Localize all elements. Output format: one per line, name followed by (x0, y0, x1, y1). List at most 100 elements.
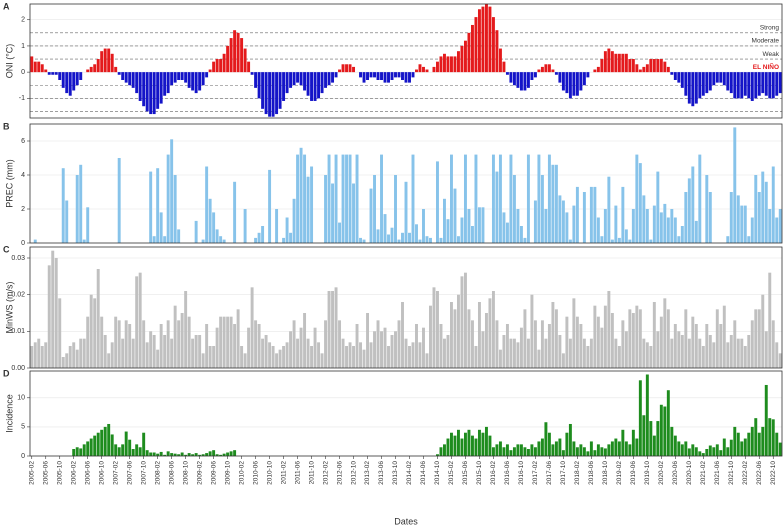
bar (554, 164, 558, 243)
bar (75, 72, 79, 86)
bar (65, 72, 69, 94)
bar (107, 353, 111, 368)
bar (652, 435, 656, 456)
bar (303, 154, 307, 243)
bar (47, 265, 51, 368)
bar (261, 226, 265, 243)
bar (121, 444, 125, 456)
bar (736, 432, 740, 456)
bar (673, 72, 677, 80)
bar (484, 426, 488, 456)
bar (694, 447, 698, 456)
bar (540, 438, 544, 456)
x-tick-label: 2010-06 (252, 461, 259, 485)
bar (299, 147, 303, 243)
bar (394, 72, 397, 78)
bar (383, 72, 387, 83)
bar (404, 338, 408, 368)
bar (694, 72, 698, 104)
bar (617, 237, 621, 243)
x-tick-label: 2019-10 (644, 461, 651, 485)
bar (631, 429, 635, 456)
bar (684, 309, 688, 368)
bar (373, 331, 376, 368)
bar (509, 450, 513, 456)
bar (450, 154, 453, 243)
bar (579, 324, 583, 368)
bar (750, 72, 754, 101)
bar (460, 45, 464, 73)
bar (740, 338, 744, 368)
bar (589, 338, 593, 368)
bar (705, 175, 709, 243)
bar (432, 66, 436, 73)
bar (621, 53, 625, 73)
bar (89, 66, 93, 73)
bar (348, 154, 352, 243)
bar (303, 313, 307, 368)
bar (572, 298, 576, 368)
bar (429, 305, 432, 368)
bar (596, 316, 600, 368)
bar (523, 447, 527, 456)
y-axis-label: PREC (mm) (4, 159, 14, 208)
bar (778, 442, 782, 456)
bar (40, 64, 44, 73)
bar (771, 320, 775, 368)
bar (698, 72, 702, 99)
bar (554, 441, 558, 456)
bar (579, 72, 583, 91)
bar (663, 298, 667, 368)
x-tick-label: 2013-02 (364, 461, 371, 485)
bar (729, 192, 733, 243)
bar (603, 448, 607, 456)
bar (551, 69, 555, 73)
bar (603, 209, 607, 243)
bar (568, 72, 572, 99)
bar (600, 236, 604, 243)
bar (268, 72, 272, 117)
bar (495, 171, 499, 243)
bar (156, 72, 160, 109)
x-tick-label: 2007-02 (112, 461, 119, 485)
bar (456, 236, 460, 243)
bar (436, 454, 439, 456)
bar (30, 346, 34, 368)
bar (677, 236, 681, 243)
bar (614, 205, 618, 243)
bar (124, 431, 128, 456)
bar (58, 298, 62, 368)
plot-border (29, 246, 783, 369)
bar (600, 59, 604, 73)
bar (757, 432, 761, 456)
bar (219, 454, 223, 456)
bar (764, 181, 768, 243)
bar (411, 342, 415, 368)
bar (561, 353, 565, 368)
bar (467, 309, 471, 368)
bar (533, 447, 537, 456)
bar (733, 426, 737, 456)
bar (635, 64, 639, 73)
bar (159, 451, 163, 456)
bar (596, 444, 600, 456)
bar (495, 444, 499, 456)
bar (243, 209, 247, 243)
bar (79, 448, 83, 456)
y-tick-label: 6 (21, 138, 25, 145)
bar (705, 449, 709, 456)
bar (593, 186, 597, 243)
y-tick-label: 5 (21, 424, 25, 431)
bar (82, 239, 86, 243)
bar (303, 72, 307, 91)
bar (114, 316, 118, 368)
bar (715, 72, 719, 83)
bar (764, 331, 768, 368)
bar (250, 287, 254, 368)
bar (135, 444, 139, 456)
bar (86, 441, 90, 456)
bar (698, 451, 702, 456)
bar (771, 72, 775, 99)
bar (135, 72, 139, 94)
bar (205, 72, 209, 78)
